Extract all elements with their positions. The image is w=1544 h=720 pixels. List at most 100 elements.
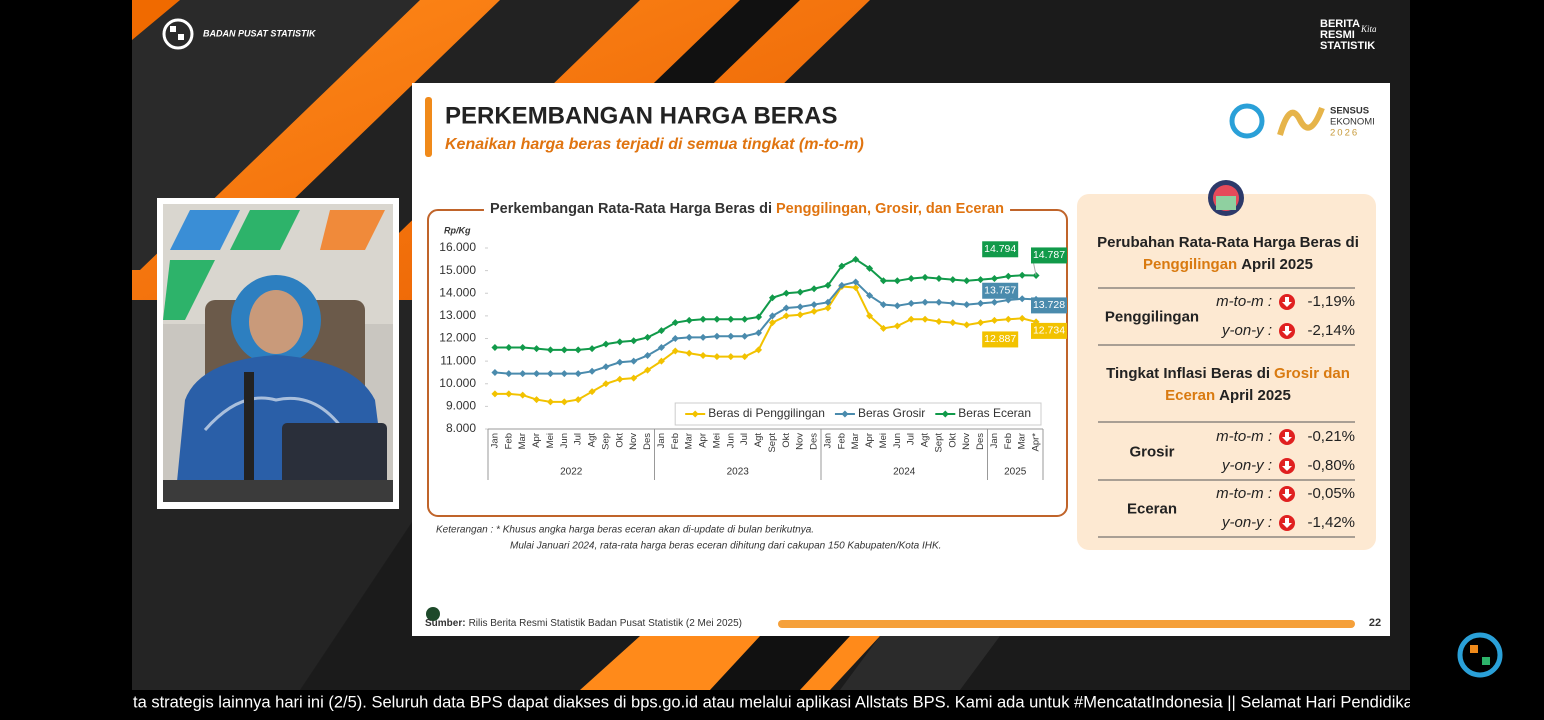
page-number: 22 — [1369, 617, 1381, 629]
marker — [505, 390, 513, 398]
x-tick-label: Agt — [753, 433, 764, 448]
x-tick-label: Okt — [947, 433, 958, 448]
metric-name: m-to-m : — [1216, 485, 1272, 502]
x-tick-label: Feb — [836, 433, 847, 449]
marker — [949, 276, 957, 284]
x-tick-label: Agt — [587, 433, 598, 448]
marker — [838, 281, 846, 289]
year-label: 2023 — [727, 467, 750, 478]
marker — [921, 315, 929, 323]
marker — [588, 345, 596, 353]
source: Sumber: Rilis Berita Resmi Statistik Bada… — [425, 618, 742, 629]
year-label: 2024 — [893, 467, 916, 478]
chart: 8.000 9.000 10.000 11.000 12.000 13.000 14.000… — [439, 240, 1067, 480]
source-text: Rilis Berita Resmi Statistik Badan Pusat… — [469, 618, 742, 629]
metric-name: m-to-m : — [1216, 293, 1272, 310]
panel-title-part: April 2025 — [1241, 256, 1313, 273]
marker — [963, 321, 971, 329]
x-tick-label: Sept — [933, 433, 944, 453]
marker — [602, 363, 610, 371]
marker — [533, 345, 541, 353]
marker — [505, 370, 513, 378]
marker — [546, 370, 554, 378]
marker — [990, 316, 998, 324]
corner-logo — [1457, 632, 1503, 678]
x-tick-label: Jan — [489, 433, 500, 448]
marker — [519, 344, 527, 352]
panel-title-part: Tingkat Inflasi Beras di — [1106, 365, 1270, 382]
metric-value: -1,42% — [1307, 514, 1355, 531]
series-line — [494, 280, 1037, 375]
marker — [519, 370, 527, 378]
series-line — [494, 258, 1037, 351]
x-tick-label: Apr — [698, 433, 709, 448]
marker — [879, 324, 887, 332]
down-arrow-icon — [1282, 326, 1292, 336]
x-tick-label: Des — [642, 433, 653, 450]
y-tick-label: 14.000 — [439, 285, 476, 299]
marker — [768, 312, 776, 320]
group-label: Eceran — [1127, 500, 1177, 517]
marker — [824, 304, 832, 312]
x-tick-label: Mar — [1017, 433, 1028, 449]
marker — [657, 357, 665, 365]
chart-title: Perkembangan Rata-Rata Harga Beras di Pen… — [490, 201, 1004, 217]
panel-title-part: Eceran — [1165, 387, 1215, 404]
legend-swatch — [841, 410, 849, 418]
slide-subtitle: Kenaikan harga beras terjadi di semua ti… — [445, 136, 864, 153]
y-tick-label: 16.000 — [439, 240, 476, 254]
metric-value: -0,80% — [1307, 457, 1355, 474]
down-arrow-icon — [1282, 297, 1292, 307]
x-tick-label: Sept — [767, 433, 778, 453]
marker — [505, 344, 513, 352]
marker — [1018, 295, 1026, 303]
x-tick-label: Apr — [864, 433, 875, 448]
marker — [977, 276, 985, 284]
x-tick-label: Nov — [628, 433, 639, 450]
speaker-video — [157, 198, 399, 509]
marker — [852, 278, 860, 286]
marker — [782, 304, 790, 312]
marker — [824, 298, 832, 306]
x-tick-label: Jul — [739, 433, 750, 445]
marker — [533, 396, 541, 404]
legend-swatch — [941, 410, 949, 418]
brs-script: Kita — [1360, 24, 1377, 34]
marker — [519, 391, 527, 399]
panel-icon — [1216, 196, 1236, 210]
marker — [1004, 272, 1012, 280]
down-arrow-icon — [1282, 432, 1292, 442]
marker — [935, 275, 943, 283]
marker — [893, 302, 901, 310]
chart-title-highlight: Penggilingan, Grosir, dan Eceran — [776, 201, 1004, 217]
footer-bar — [778, 620, 1355, 628]
note: Mulai Januari 2024, rata-rata harga bera… — [510, 541, 941, 552]
marker — [907, 275, 915, 283]
marker — [616, 375, 624, 383]
x-tick-label: Mei — [711, 433, 722, 448]
marker — [574, 346, 582, 354]
x-tick-label: Sep — [600, 433, 611, 450]
marker — [921, 298, 929, 306]
x-tick-label: Des — [975, 433, 986, 450]
value-label-bg — [1031, 322, 1067, 339]
x-tick-label: Jul — [573, 433, 584, 445]
marker — [713, 353, 721, 361]
panel-content: Perubahan Rata-Rata Harga Beras di Penggi… — [1097, 234, 1359, 538]
series-line — [494, 285, 1037, 403]
marker — [602, 380, 610, 388]
marker — [1004, 315, 1012, 323]
marker — [907, 299, 915, 307]
chart-title-main: Perkembangan Rata-Rata Harga Beras di — [490, 201, 772, 217]
note: Keterangan : * Khusus angka harga beras … — [436, 525, 814, 536]
metric-value: -1,19% — [1307, 293, 1355, 310]
marker — [727, 353, 735, 361]
marker — [935, 318, 943, 326]
marker — [866, 264, 874, 272]
marker — [921, 273, 929, 281]
marker — [935, 298, 943, 306]
x-tick-label: Jan — [822, 433, 833, 448]
